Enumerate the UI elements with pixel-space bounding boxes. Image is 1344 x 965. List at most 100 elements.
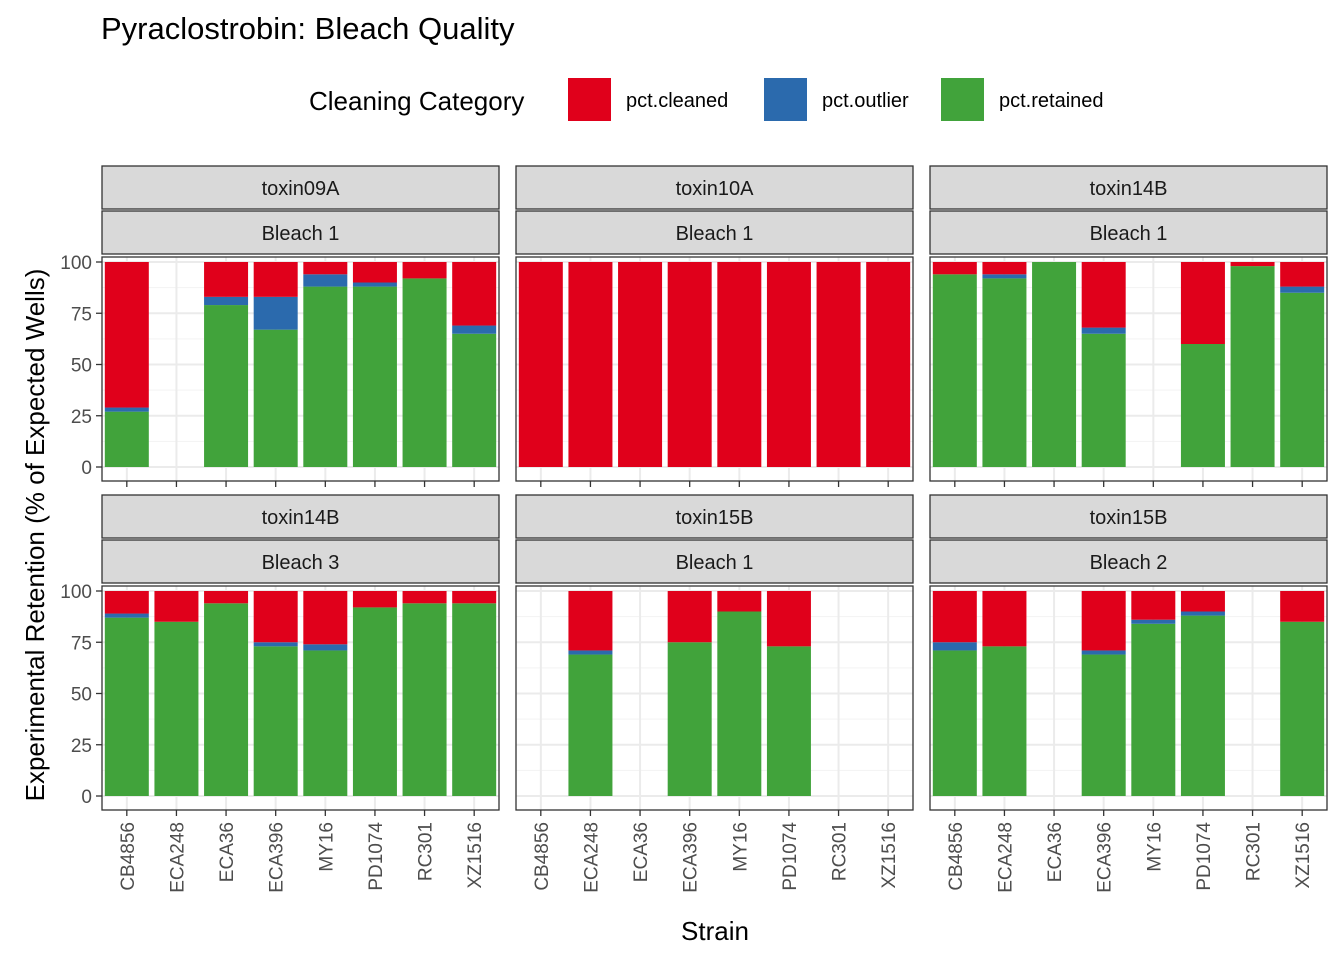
bar-segment-outlier (932, 642, 977, 651)
bar-segment-cleaned (452, 591, 497, 604)
x-tick-label: ECA36 (631, 822, 652, 882)
facet-strip-assay-label: toxin14B (1090, 178, 1168, 200)
bar-segment-retained (1131, 623, 1176, 796)
bar-segment-cleaned (568, 262, 613, 467)
bar-segment-cleaned (1280, 262, 1325, 287)
x-tick-label: CB4856 (946, 822, 967, 891)
facet-panel: toxin09A Bleach 1 0 25 50 75 100 (60, 165, 500, 487)
bar-segment-outlier (568, 650, 613, 655)
bar-segment-cleaned (402, 591, 447, 604)
bar-segment-outlier (303, 274, 348, 287)
bar-segment-cleaned (766, 262, 811, 467)
x-axis-title: Strain (681, 916, 749, 946)
facet-strip-bleach (515, 210, 914, 255)
x-tick-label: MY16 (1144, 822, 1165, 872)
bar-segment-retained (568, 654, 613, 796)
bar-segment-cleaned (932, 591, 977, 643)
x-tick-label: PD1074 (366, 822, 387, 891)
facet-strip-assay (929, 165, 1328, 210)
y-tick-label: 0 (81, 458, 92, 479)
x-tick-label: XZ1516 (879, 822, 900, 889)
x-tick-label: CB4856 (118, 822, 139, 891)
facet-strip-assay-label: toxin15B (676, 507, 754, 529)
bar-segment-outlier (1081, 650, 1126, 655)
bar-segment-outlier (1131, 619, 1176, 624)
x-tick-label: PD1074 (1194, 822, 1215, 891)
bar-segment-retained (982, 646, 1027, 796)
bar-segment-cleaned (717, 591, 762, 612)
bar-segment-cleaned (303, 591, 348, 645)
bar-segment-retained (154, 621, 199, 796)
bar-segment-retained (766, 646, 811, 796)
bar-segment-cleaned (352, 591, 397, 608)
bar-segment-retained (1280, 292, 1325, 467)
bar-segment-cleaned (866, 262, 911, 467)
bar-segment-retained (982, 278, 1027, 467)
x-tick-label: MY16 (730, 822, 751, 872)
bar-segment-retained (303, 650, 348, 796)
bar-segment-retained (452, 333, 497, 467)
bar-segment-cleaned (1180, 591, 1225, 612)
bar-segment-cleaned (667, 262, 712, 467)
facet-strip-bleach (101, 210, 500, 255)
facet-strip-bleach-label: Bleach 1 (676, 223, 754, 245)
facet-panel: toxin14B Bleach 3 0 25 50 75 100 CB4856 ECA248 EC… (60, 494, 500, 893)
bar-segment-retained (402, 603, 447, 796)
bar-segment-outlier (204, 296, 249, 306)
facet-strip-bleach-label: Bleach 3 (262, 552, 340, 574)
bar-segment-retained (1180, 344, 1225, 467)
bar-segment-cleaned (982, 591, 1027, 647)
bar-segment-retained (303, 286, 348, 467)
bar-segment-outlier (303, 644, 348, 651)
x-tick-label: ECA396 (1095, 822, 1116, 893)
bar-segment-retained (1230, 266, 1275, 467)
y-tick-label: 75 (71, 304, 92, 325)
bar-segment-cleaned (402, 262, 447, 279)
bar-segment-outlier (253, 642, 298, 647)
x-tick-label: ECA396 (267, 822, 288, 893)
y-tick-label: 50 (71, 685, 92, 706)
bar-segment-outlier (1280, 286, 1325, 293)
bar-segment-retained (204, 603, 249, 796)
legend-swatch-outlier (764, 78, 807, 121)
y-tick-label: 25 (71, 407, 92, 428)
bar-segment-retained (1180, 615, 1225, 796)
x-tick-label: PD1074 (780, 822, 801, 891)
bar-segment-cleaned (1280, 591, 1325, 622)
bar-segment-cleaned (667, 591, 712, 643)
x-tick-label: RC301 (1244, 822, 1265, 881)
bar-segment-cleaned (303, 262, 348, 275)
bar-segment-cleaned (816, 262, 861, 467)
bar-segment-cleaned (1180, 262, 1225, 344)
bar-segment-retained (932, 650, 977, 796)
bar-segment-cleaned (618, 262, 663, 467)
bar-segment-outlier (1081, 327, 1126, 334)
facet-panel: toxin14B Bleach 1 (929, 165, 1328, 487)
chart-title: Pyraclostrobin: Bleach Quality (101, 11, 515, 46)
y-tick-label: 100 (60, 582, 92, 603)
bar-segment-retained (1081, 333, 1126, 467)
bar-segment-cleaned (1081, 591, 1126, 651)
x-tick-label: XZ1516 (465, 822, 486, 889)
facet-strip-assay-label: toxin09A (262, 178, 340, 200)
x-tick-label: ECA248 (167, 822, 188, 893)
legend-label-outlier: pct.outlier (822, 90, 909, 112)
facet-strip-bleach-label: Bleach 2 (1090, 552, 1168, 574)
facet-panel: toxin10A Bleach 1 (515, 165, 914, 487)
bar-segment-retained (717, 611, 762, 796)
bar-segment-cleaned (104, 591, 149, 614)
x-tick-label: ECA248 (581, 822, 602, 893)
facet-strip-assay-label: toxin10A (676, 178, 754, 200)
bar-segment-cleaned (932, 262, 977, 275)
panel-border (515, 256, 914, 482)
facet-strip-bleach (515, 539, 914, 584)
facet-strip-bleach (101, 539, 500, 584)
bar-segment-retained (932, 274, 977, 467)
bar-segment-cleaned (253, 591, 298, 643)
bar-segment-outlier (452, 325, 497, 334)
bar-segment-retained (1081, 654, 1126, 796)
x-tick-label: RC301 (830, 822, 851, 881)
facet-strip-assay-label: toxin15B (1090, 507, 1168, 529)
bar-segment-retained (352, 607, 397, 796)
